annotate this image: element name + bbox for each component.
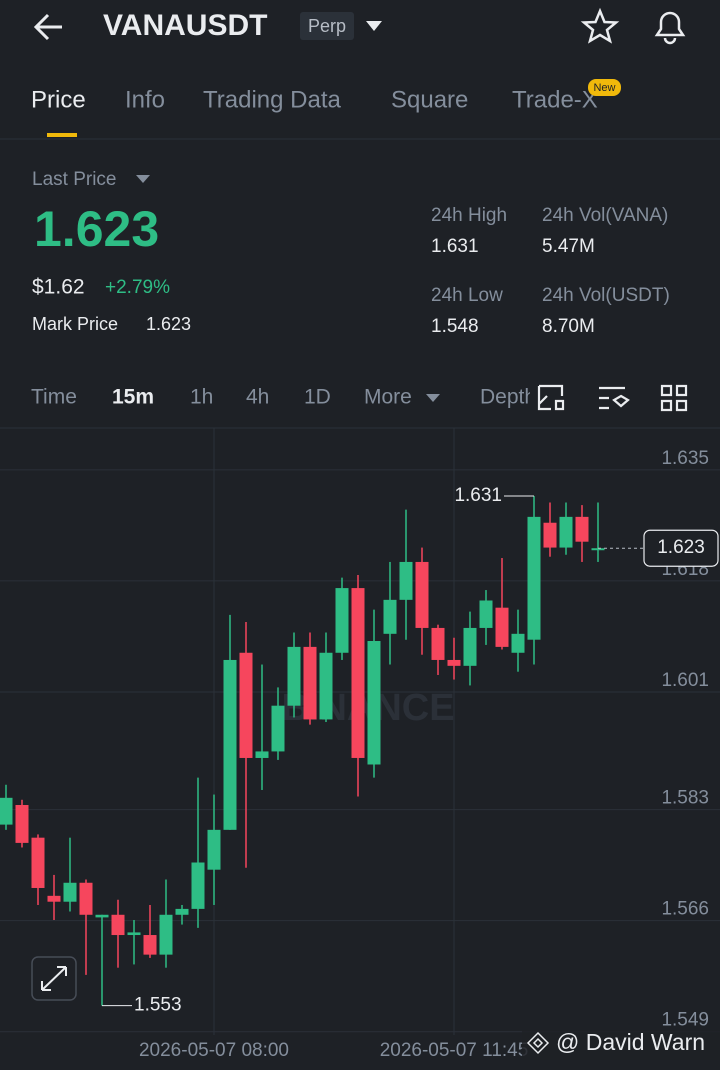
x-tick-label: 2026-05-07 08:00: [139, 1040, 289, 1061]
new-badge-bg: [588, 79, 621, 96]
x-tick-label: 2026-05-07 11:45: [380, 1040, 529, 1061]
symbol: VANAUSDT: [103, 9, 267, 42]
tab[interactable]: Price: [31, 86, 86, 113]
candle-body: [111, 914, 125, 936]
expand-button[interactable]: [31, 956, 77, 1001]
indicator-icon[interactable]: [537, 384, 565, 411]
candle-body: [463, 627, 477, 666]
y-tick-label: 1.601: [661, 670, 709, 691]
interval[interactable]: Time: [31, 386, 77, 409]
badge: Perp: [308, 16, 346, 36]
y-tick-label: 1.549: [661, 1010, 709, 1031]
price-tag-label: 1.623: [657, 537, 705, 558]
candle-body: [319, 652, 333, 720]
dropdown-icon[interactable]: [366, 21, 382, 31]
interval[interactable]: 15m: [112, 386, 154, 409]
high-label: 1.631: [454, 485, 502, 506]
stat-label: 24h Vol(VANA): [542, 205, 668, 226]
interval[interactable]: 1D: [304, 386, 331, 409]
candle-body: [479, 600, 493, 628]
new-badge: New: [593, 82, 615, 94]
interval[interactable]: Depth: [480, 386, 536, 409]
stat-label: 24h Vol(USDT): [542, 285, 670, 306]
candle-body: [255, 751, 269, 758]
badge-bg: [300, 12, 354, 40]
last-price-label[interactable]: Last Price: [32, 169, 116, 190]
candle-body: [367, 641, 381, 765]
candle-body: [0, 797, 13, 825]
y-tick-label: 1.583: [661, 788, 709, 809]
candle-body: [575, 516, 589, 542]
usd-price: $1.62: [32, 276, 85, 299]
candle-body: [271, 705, 285, 752]
candle-body: [303, 646, 317, 720]
settings-icon[interactable]: [599, 386, 630, 410]
candle-body: [287, 646, 301, 706]
candle-body: [223, 659, 237, 830]
stat-value: 1.548: [431, 316, 479, 337]
credit-logo: [526, 1031, 550, 1055]
interval[interactable]: More: [364, 386, 412, 409]
candle-body: [31, 837, 45, 888]
candle-body: [351, 588, 365, 758]
stat-value: 8.70M: [542, 316, 595, 337]
candle-body: [79, 882, 93, 915]
candle-body: [127, 932, 141, 936]
change: +2.79%: [105, 277, 170, 298]
toolbar-icons: [537, 384, 688, 412]
candle-body: [399, 561, 413, 600]
candle-body: [63, 882, 77, 902]
candle-body: [447, 659, 461, 666]
candle-body: [15, 805, 29, 843]
candle-body: [383, 599, 397, 634]
back-icon[interactable]: [33, 13, 62, 41]
mark-price-label: Mark Price: [32, 314, 118, 334]
low-label: 1.553: [134, 995, 182, 1016]
candle-body: [95, 914, 109, 918]
mark-price: 1.623: [146, 314, 191, 334]
candle-body: [415, 561, 429, 628]
bell-icon[interactable]: [654, 11, 686, 45]
candle-body: [559, 516, 573, 548]
stat-value: 1.631: [431, 236, 479, 257]
tab-underline: [47, 133, 77, 137]
credit-bg: [522, 1030, 720, 1060]
tab[interactable]: Info: [125, 86, 165, 113]
y-tick-label: 1.566: [661, 899, 709, 920]
price-tag: [643, 529, 719, 567]
dropdown-icon[interactable]: [426, 394, 440, 402]
candle-body: [543, 522, 557, 548]
candle-body: [175, 908, 189, 915]
y-tick-label: 1.635: [661, 448, 709, 469]
tab[interactable]: Trade-X: [512, 86, 598, 113]
candle-body: [591, 548, 605, 551]
layout-icon[interactable]: [660, 384, 688, 412]
stat-value: 5.47M: [542, 236, 595, 257]
expand-icon[interactable]: [41, 966, 67, 991]
candle-body: [431, 627, 445, 660]
interval[interactable]: 4h: [246, 386, 269, 409]
stat-label: 24h High: [431, 205, 507, 226]
candle-body: [191, 862, 205, 909]
last-price: 1.623: [34, 201, 159, 257]
tab[interactable]: Square: [391, 86, 468, 113]
interval[interactable]: 1h: [190, 386, 213, 409]
candle-body: [495, 607, 509, 647]
candle-body: [207, 829, 221, 870]
candle-body: [511, 633, 525, 653]
candle-body: [527, 516, 541, 640]
star-icon[interactable]: [580, 7, 620, 44]
candle-body: [239, 652, 253, 758]
dropdown-icon[interactable]: [136, 175, 150, 183]
candle-body: [335, 588, 349, 653]
candle-body: [143, 935, 157, 955]
tab[interactable]: Trading Data: [203, 86, 342, 113]
credit: @ David Warn: [556, 1029, 705, 1055]
candle-body: [47, 895, 61, 902]
stat-label: 24h Low: [431, 285, 503, 306]
candle-body: [159, 914, 173, 955]
